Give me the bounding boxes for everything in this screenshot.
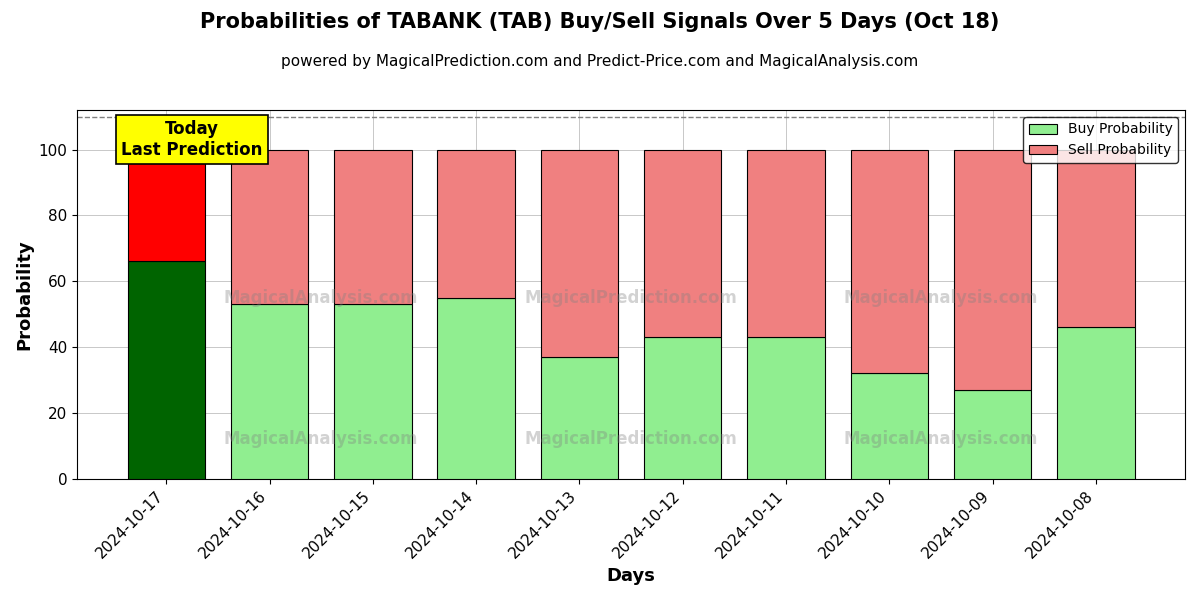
Bar: [954, 390, 1031, 479]
Text: Today
Last Prediction: Today Last Prediction: [121, 120, 263, 158]
Bar: [541, 149, 618, 357]
Text: Probabilities of TABANK (TAB) Buy/Sell Signals Over 5 Days (Oct 18): Probabilities of TABANK (TAB) Buy/Sell S…: [200, 12, 1000, 32]
Bar: [748, 149, 824, 337]
Bar: [851, 149, 928, 373]
Bar: [748, 337, 824, 479]
Bar: [954, 149, 1031, 390]
Text: MagicalPrediction.com: MagicalPrediction.com: [524, 289, 738, 307]
Text: MagicalAnalysis.com: MagicalAnalysis.com: [844, 289, 1038, 307]
Legend: Buy Probability, Sell Probability: Buy Probability, Sell Probability: [1024, 117, 1178, 163]
Bar: [644, 337, 721, 479]
Bar: [437, 298, 515, 479]
Text: powered by MagicalPrediction.com and Predict-Price.com and MagicalAnalysis.com: powered by MagicalPrediction.com and Pre…: [281, 54, 919, 69]
Text: MagicalAnalysis.com: MagicalAnalysis.com: [224, 289, 419, 307]
Bar: [644, 149, 721, 337]
Y-axis label: Probability: Probability: [14, 239, 32, 350]
Bar: [334, 149, 412, 304]
Bar: [541, 357, 618, 479]
Bar: [127, 149, 205, 262]
X-axis label: Days: Days: [607, 567, 655, 585]
Bar: [1057, 328, 1135, 479]
Bar: [127, 262, 205, 479]
Bar: [230, 304, 308, 479]
Bar: [1057, 149, 1135, 328]
Bar: [851, 373, 928, 479]
Text: MagicalAnalysis.com: MagicalAnalysis.com: [844, 430, 1038, 448]
Bar: [437, 149, 515, 298]
Bar: [230, 149, 308, 304]
Text: MagicalAnalysis.com: MagicalAnalysis.com: [224, 430, 419, 448]
Text: MagicalPrediction.com: MagicalPrediction.com: [524, 430, 738, 448]
Bar: [334, 304, 412, 479]
